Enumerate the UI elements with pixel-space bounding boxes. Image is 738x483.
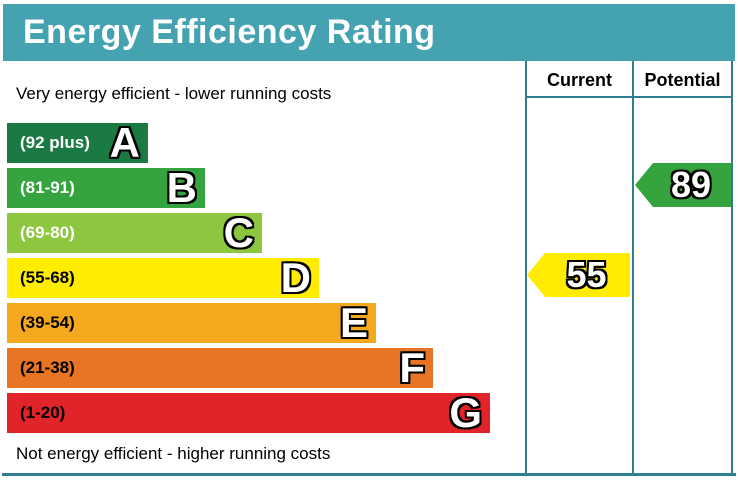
band-letter: B	[166, 164, 197, 211]
caption-not-efficient: Not energy efficient - higher running co…	[16, 444, 331, 463]
current-rating-value: 55	[566, 254, 607, 295]
potential-rating-arrow: 89	[635, 163, 731, 207]
current-rating-arrow: 55	[527, 253, 630, 297]
band-row-e: (39-54) E	[7, 299, 376, 346]
band-range-label: (92 plus)	[20, 133, 90, 152]
potential-rating-value: 89	[670, 164, 712, 205]
band-row-g: (1-20) G	[7, 389, 490, 436]
band-letter: G	[449, 389, 482, 436]
band-range-label: (55-68)	[20, 268, 75, 287]
column-header-potential: Potential	[644, 70, 721, 90]
band-row-f: (21-38) F	[7, 344, 433, 391]
band-letter: E	[339, 299, 368, 346]
band-letter: F	[399, 344, 425, 391]
band-letter: D	[280, 254, 311, 301]
band-letter: C	[223, 209, 254, 256]
band-range-label: (1-20)	[20, 403, 66, 422]
band-range-label: (21-38)	[20, 358, 75, 377]
title-bar: Energy Efficiency Rating	[3, 4, 735, 61]
table-right-border	[731, 61, 733, 476]
band-range-label: (81-91)	[20, 178, 75, 197]
band-range-label: (69-80)	[20, 223, 75, 242]
band-row-b: (81-91) B	[7, 164, 205, 211]
band-letter: A	[109, 119, 140, 166]
band-row-a: (92 plus) A	[7, 119, 148, 166]
table-bottom-border	[2, 473, 736, 476]
band-row-c: (69-80) C	[7, 209, 262, 256]
band-row-d: (55-68) D	[7, 254, 319, 301]
page-title: Energy Efficiency Rating	[23, 13, 436, 51]
header-underline	[525, 96, 733, 98]
column-divider	[632, 61, 634, 476]
current-column-left-border	[525, 61, 527, 476]
caption-very-efficient: Very energy efficient - lower running co…	[16, 84, 332, 103]
band-range-label: (39-54)	[20, 313, 75, 332]
column-header-current: Current	[546, 70, 612, 90]
